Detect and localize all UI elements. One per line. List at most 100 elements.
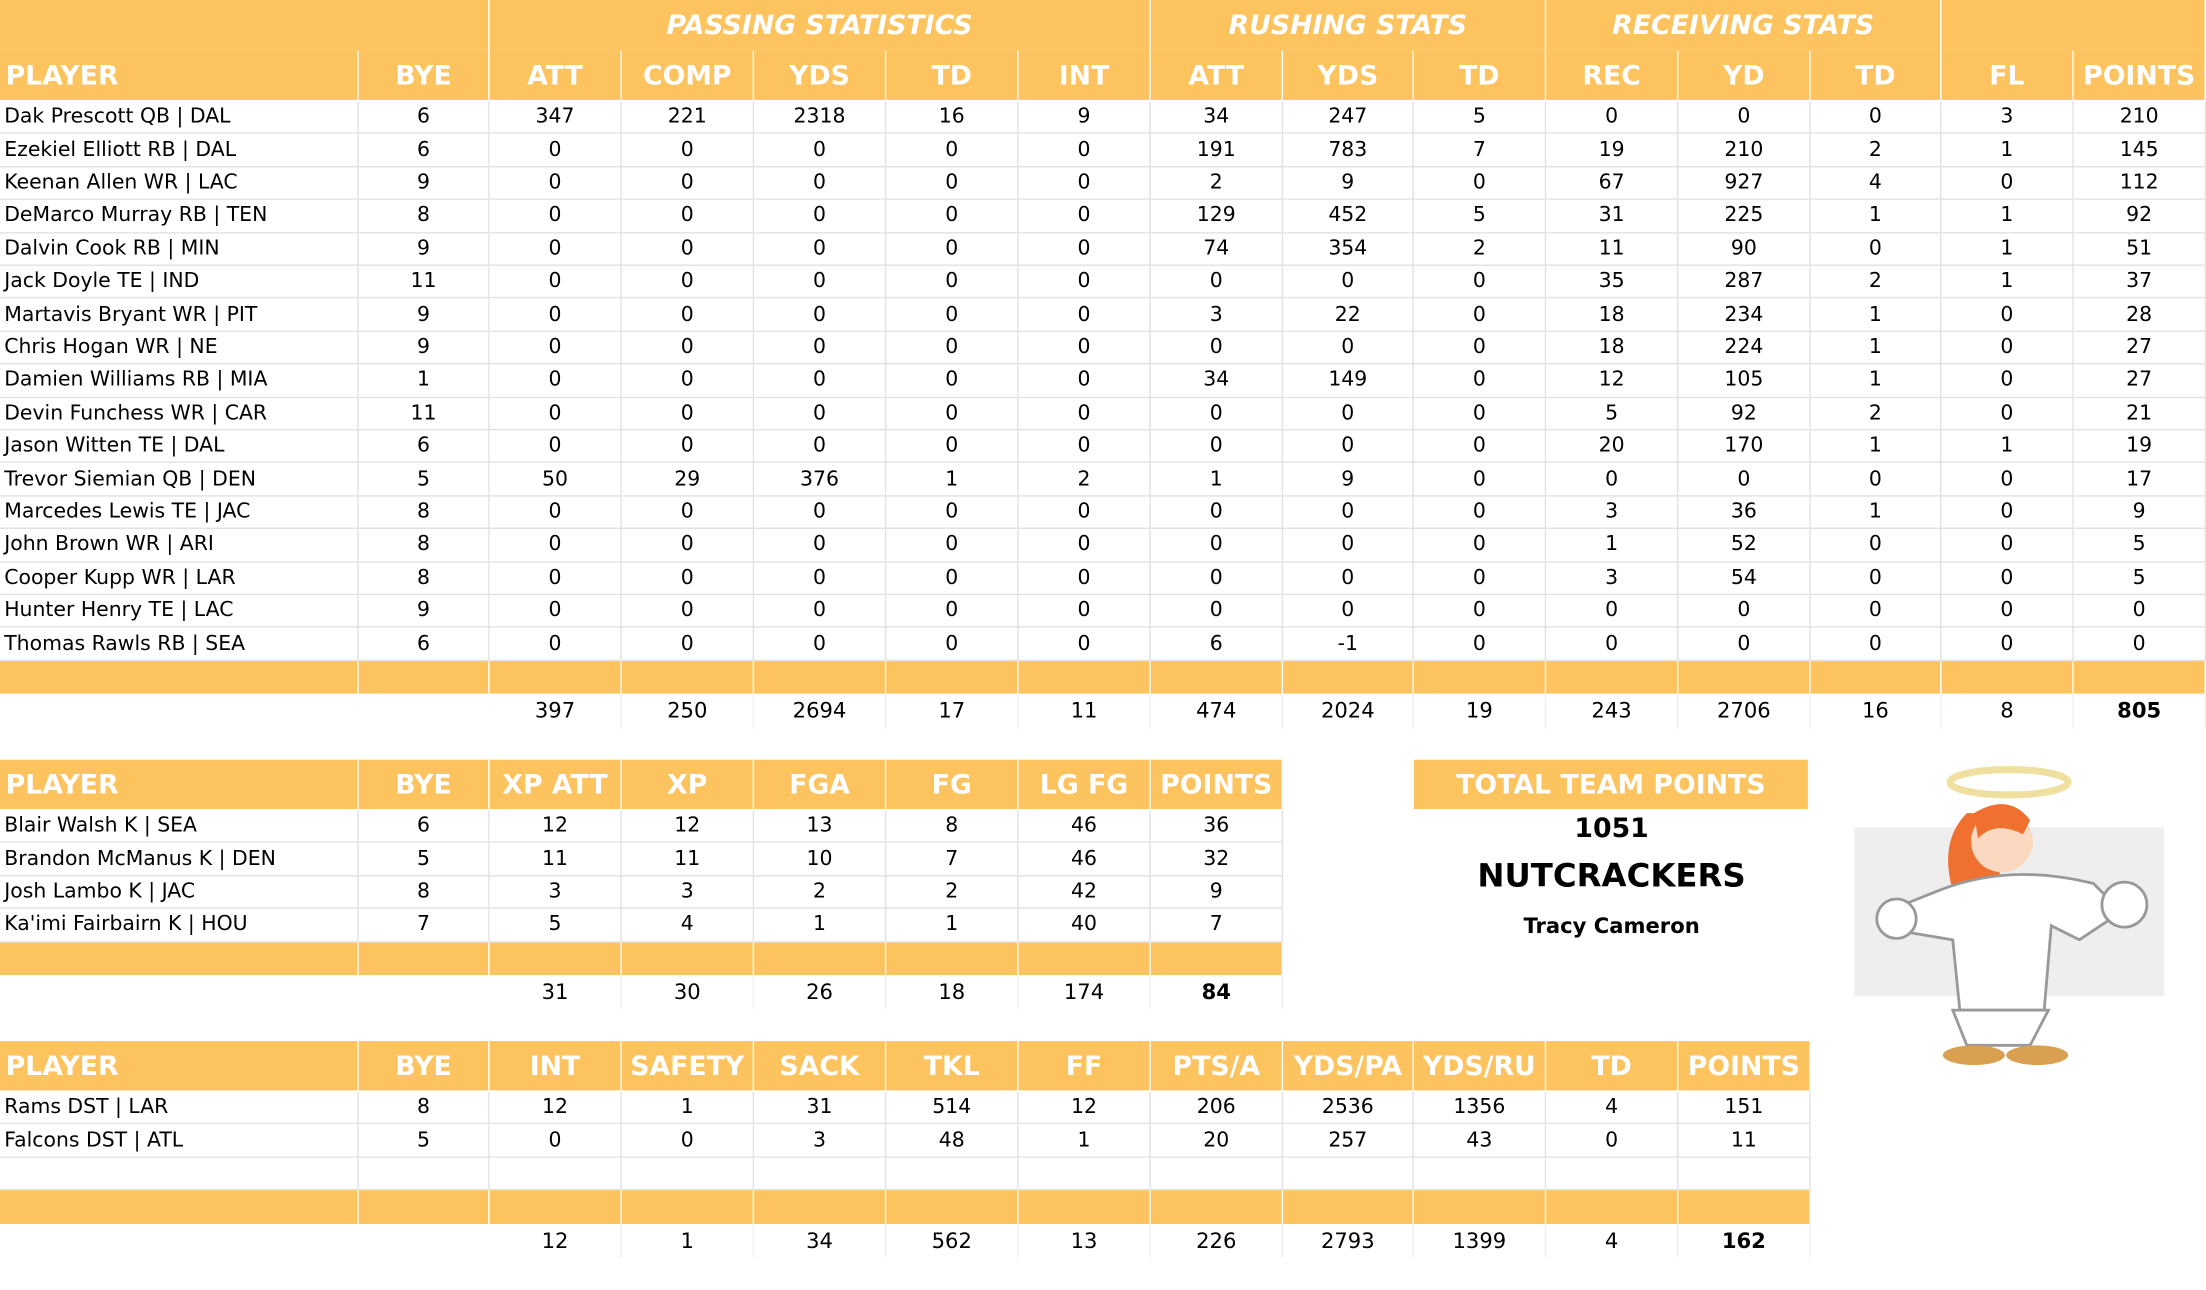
total-cell: 2793 — [1283, 1223, 1414, 1258]
column-header: TD — [1810, 50, 1942, 100]
column-header: INT — [489, 1041, 622, 1091]
table-cell: 1 — [1810, 430, 1942, 464]
spacer-cell — [1150, 660, 1284, 694]
table-cell: 514 — [886, 1091, 1019, 1125]
total-cell: 18 — [886, 974, 1019, 1010]
table-cell: 0 — [489, 364, 622, 398]
blank-cell — [1150, 1157, 1284, 1191]
spacer-cell — [1150, 942, 1284, 975]
table-cell: 13 — [754, 810, 887, 844]
table-cell: Jack Doyle TE | IND — [0, 265, 359, 299]
table-cell: 0 — [1941, 397, 2074, 431]
table-cell: 247 — [1283, 101, 1414, 135]
table-cell: 18 — [1546, 331, 1679, 365]
table-cell: 2 — [1413, 232, 1547, 266]
table-cell: 210 — [2073, 101, 2206, 135]
table-cell: 18 — [1546, 298, 1679, 332]
table-cell: 54 — [1678, 562, 1811, 596]
table-cell: 67 — [1546, 167, 1679, 201]
total-cell: 4 — [1546, 1223, 1679, 1258]
table-cell: 0 — [754, 232, 887, 266]
table-cell: 0 — [886, 232, 1019, 266]
spacer-cell — [754, 942, 887, 975]
table-cell: 27 — [2073, 331, 2206, 365]
table-cell: 0 — [621, 628, 755, 661]
table-cell: 27 — [2073, 364, 2206, 398]
total-cell: 1399 — [1414, 1223, 1547, 1258]
column-header: YDS — [1283, 50, 1414, 100]
table-cell: Devin Funchess WR | CAR — [0, 397, 359, 431]
table-cell: -1 — [1283, 628, 1414, 661]
table-cell: 7 — [358, 909, 490, 943]
spacer-cell — [1413, 1190, 1547, 1224]
table-cell: 0 — [1413, 595, 1547, 629]
table-cell: 0 — [621, 364, 755, 398]
table-cell: 105 — [1678, 364, 1811, 398]
total-cell: 12 — [490, 1223, 622, 1258]
table-cell: 0 — [1810, 562, 1942, 596]
spacer-cell — [886, 1190, 1019, 1224]
total-cell: 2024 — [1283, 693, 1414, 729]
table-cell: Chris Hogan WR | NE — [0, 331, 359, 365]
table-cell: 48 — [886, 1124, 1019, 1158]
table-cell: 0 — [1018, 134, 1151, 168]
table-cell: 0 — [621, 232, 755, 266]
column-header: LG FG — [1018, 759, 1151, 809]
table-cell: 0 — [1018, 595, 1151, 629]
table-cell: 0 — [1018, 628, 1151, 661]
table-cell: 9 — [358, 232, 490, 266]
table-cell: 1 — [1941, 200, 2074, 233]
table-cell: 0 — [754, 364, 887, 398]
table-cell: 7 — [1150, 909, 1284, 943]
table-cell: 40 — [1018, 909, 1151, 943]
table-cell: 9 — [1283, 463, 1414, 497]
table-cell: 112 — [2073, 167, 2206, 201]
table-cell: 0 — [1546, 595, 1679, 629]
table-cell: 36 — [1678, 496, 1811, 530]
table-cell: 0 — [489, 595, 622, 629]
table-cell: 0 — [621, 397, 755, 431]
table-cell: 783 — [1283, 134, 1414, 168]
table-cell: 0 — [754, 529, 887, 563]
table-cell: 5 — [358, 463, 490, 497]
blank-cell — [358, 1157, 490, 1191]
table-cell: 16 — [886, 101, 1019, 135]
table-cell: 2 — [886, 876, 1019, 910]
table-cell: 0 — [1678, 463, 1811, 497]
table-cell: 51 — [2073, 232, 2206, 266]
table-cell: 0 — [1283, 496, 1414, 530]
table-cell: 8 — [358, 876, 490, 910]
table-cell: 9 — [358, 298, 490, 332]
column-header: TD — [886, 50, 1019, 100]
table-cell: 9 — [358, 331, 490, 365]
table-cell: 3 — [1150, 298, 1284, 332]
table-cell: 191 — [1150, 134, 1284, 168]
table-cell: 9 — [358, 595, 490, 629]
table-cell: 11 — [1546, 232, 1679, 266]
table-cell: 43 — [1413, 1124, 1547, 1158]
table-cell: 0 — [1678, 101, 1811, 135]
table-cell: 5 — [489, 909, 622, 943]
table-cell: 5 — [1413, 101, 1547, 135]
table-cell: 0 — [754, 298, 887, 332]
table-cell: 0 — [1941, 331, 2074, 365]
table-cell: 5 — [358, 843, 490, 877]
column-header: SACK — [754, 1041, 887, 1091]
total-cell: 19 — [1414, 693, 1547, 729]
group-header: PASSING STATISTICS — [489, 0, 1151, 51]
table-cell: 1 — [1546, 529, 1679, 563]
table-cell: 0 — [489, 628, 622, 661]
table-cell: 1 — [1810, 496, 1942, 530]
column-header: PLAYER — [0, 50, 359, 100]
column-header: BYE — [358, 759, 490, 809]
table-cell: 5 — [358, 1124, 490, 1158]
total-cell: 226 — [1151, 1223, 1284, 1258]
table-cell: Josh Lambo K | JAC — [0, 876, 359, 910]
blank-cell — [1678, 1157, 1811, 1191]
total-cell: 16 — [1811, 693, 1942, 729]
table-cell: 376 — [754, 463, 887, 497]
table-cell: 1 — [1150, 463, 1284, 497]
table-cell: 1356 — [1413, 1091, 1547, 1125]
table-cell: 90 — [1678, 232, 1811, 266]
